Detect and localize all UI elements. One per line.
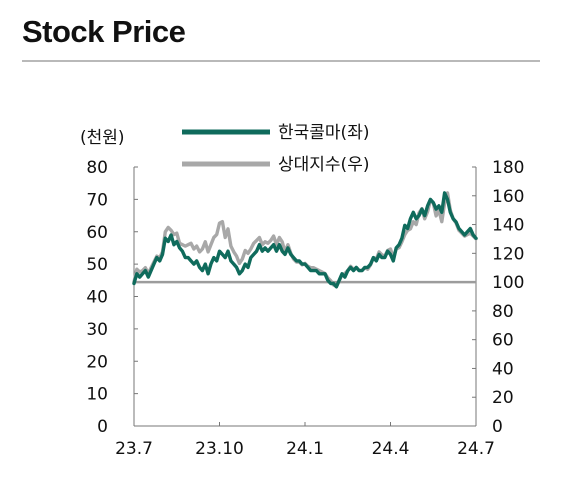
left-axis: 0 10 20 30 40 50 60 70 80 — [86, 158, 138, 437]
left-tick-label: 10 — [86, 385, 108, 405]
left-tick-label: 20 — [86, 352, 108, 372]
right-tick-label: 100 — [492, 273, 524, 293]
legend: 한국콜마(좌) 상대지수(우) — [182, 123, 369, 175]
left-tick-label: 0 — [97, 417, 108, 437]
x-tick-label: 24.1 — [286, 439, 324, 459]
relative-index-series-line — [132, 191, 478, 289]
right-tick-label: 160 — [492, 187, 524, 207]
right-tick-label: 80 — [492, 302, 514, 322]
legend-label-stock: 한국콜마(좌) — [278, 123, 369, 143]
right-tick-label: 140 — [492, 216, 524, 236]
left-tick-label: 70 — [86, 190, 108, 210]
page-title: Stock Price — [22, 14, 186, 49]
right-axis: 0 20 40 60 80 100 120 140 160 180 — [472, 158, 524, 437]
x-tick-label: 23.7 — [115, 439, 153, 459]
x-tick-label: 24.7 — [457, 439, 495, 459]
title-divider — [22, 60, 540, 62]
right-tick-label: 120 — [492, 244, 524, 264]
right-tick-label: 40 — [492, 359, 514, 379]
legend-label-relative-index: 상대지수(우) — [278, 155, 369, 175]
x-tick-label: 24.4 — [372, 439, 410, 459]
left-tick-label: 80 — [86, 158, 108, 178]
left-tick-label: 30 — [86, 320, 108, 340]
left-tick-label: 60 — [86, 223, 108, 243]
left-tick-label: 40 — [86, 288, 108, 308]
left-tick-label: 50 — [86, 255, 108, 275]
left-axis-unit: (천원) — [80, 128, 125, 148]
right-tick-label: 180 — [492, 158, 524, 178]
x-tick-label: 23.10 — [195, 439, 244, 459]
right-tick-label: 0 — [492, 417, 503, 437]
stock-price-series-line — [132, 191, 478, 289]
right-tick-label: 60 — [492, 331, 514, 351]
axis-lines — [133, 167, 477, 427]
x-axis: 23.7 23.10 24.1 24.4 24.7 — [115, 422, 495, 459]
series-lines — [132, 191, 478, 289]
right-tick-label: 20 — [492, 388, 514, 408]
